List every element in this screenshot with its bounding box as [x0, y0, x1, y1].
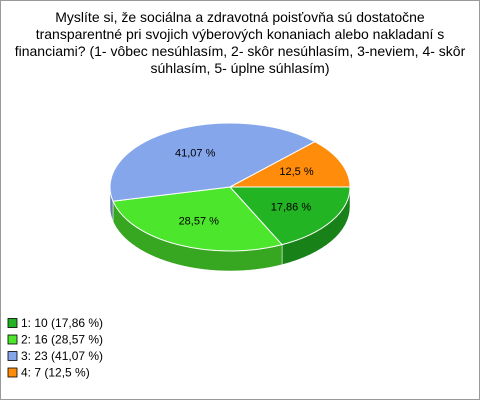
slice-label: 41,07 %: [175, 147, 216, 159]
slice-label: 17,86 %: [271, 201, 312, 213]
pie-slice: [229, 141, 351, 188]
slice-label: 28,57 %: [179, 216, 220, 228]
legend-swatch: [7, 334, 18, 345]
chart-title: Myslíte si, že sociálna a zdravotná pois…: [14, 9, 466, 76]
legend-swatch: [7, 318, 18, 328]
legend-swatch: [7, 367, 18, 378]
legend-label: 2: 16 (28,57 %): [21, 333, 103, 347]
pie-slice: [112, 186, 283, 252]
legend-label: 1: 10 (17,86 %): [21, 316, 103, 330]
pie-slice: [228, 186, 351, 246]
slice-label: 12,5 %: [279, 166, 313, 178]
legend-swatch: [7, 351, 18, 361]
pie-slice: [109, 122, 316, 202]
legend-label: 3: 23 (41,07 %): [21, 349, 103, 363]
legend-label: 4: 7 (12,5 %): [21, 366, 90, 380]
